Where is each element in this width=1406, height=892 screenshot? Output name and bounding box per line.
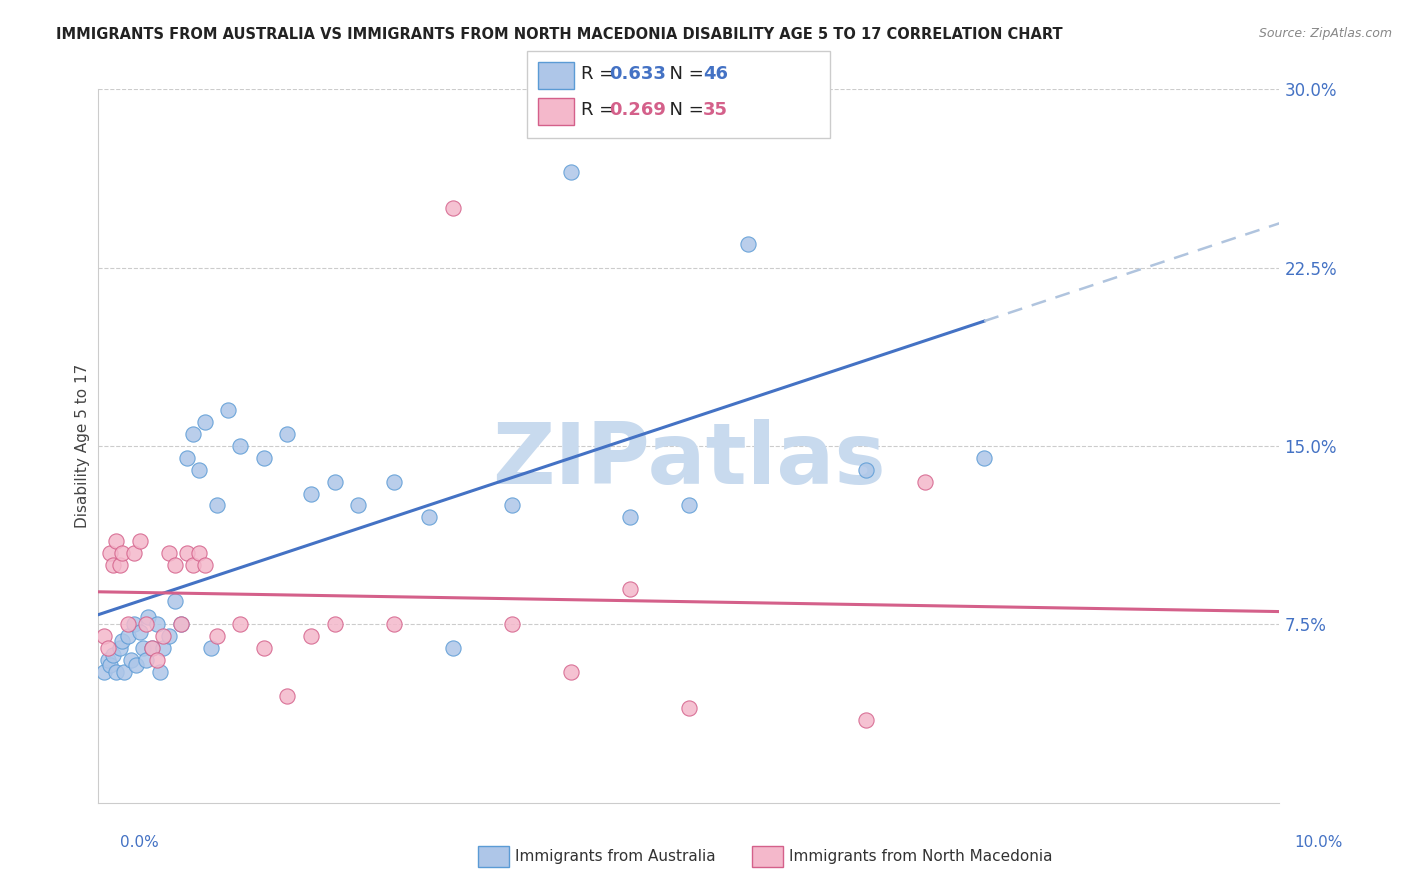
Point (146, 617, 169, 632)
Point (93, 665, 115, 679)
Point (152, 629, 174, 643)
Text: 46: 46 (703, 65, 728, 83)
Point (187, 546, 209, 560)
Point (98, 546, 121, 560)
Point (560, 665, 582, 679)
Text: 0.0%: 0.0% (120, 836, 159, 850)
Point (108, 558, 131, 572)
Point (97, 653, 120, 667)
Text: N =: N = (658, 101, 710, 119)
Point (135, 653, 157, 667)
Point (914, 475, 936, 489)
Text: Source: ZipAtlas.com: Source: ZipAtlas.com (1258, 27, 1392, 40)
Point (678, 499, 700, 513)
Point (117, 617, 139, 632)
Point (855, 713, 877, 727)
Point (323, 475, 346, 489)
Point (128, 534, 150, 549)
Point (105, 665, 128, 679)
Point (105, 534, 128, 549)
Text: 0.269: 0.269 (609, 101, 665, 119)
Point (678, 700, 700, 714)
Point (98, 657, 121, 672)
Y-axis label: Disability Age 5 to 17: Disability Age 5 to 17 (75, 364, 90, 528)
Point (619, 582, 641, 596)
Point (101, 558, 124, 572)
Point (93, 629, 115, 643)
Point (855, 463, 877, 477)
Point (217, 403, 239, 417)
Point (181, 558, 204, 572)
Point (121, 653, 143, 667)
Point (141, 641, 163, 656)
Point (165, 558, 187, 572)
Text: N =: N = (658, 65, 710, 83)
Point (441, 201, 464, 215)
Point (973, 450, 995, 465)
Point (146, 653, 169, 667)
Point (276, 427, 298, 442)
Point (205, 629, 228, 643)
Point (737, 236, 759, 251)
Text: 35: 35 (703, 101, 728, 119)
Point (229, 617, 252, 632)
Text: 10.0%: 10.0% (1295, 836, 1343, 850)
Point (136, 610, 159, 624)
Point (149, 665, 172, 679)
Text: R =: R = (581, 65, 620, 83)
Point (122, 546, 145, 560)
Point (299, 486, 322, 500)
Point (165, 593, 187, 607)
Text: R =: R = (581, 101, 620, 119)
Point (205, 499, 228, 513)
Point (276, 689, 298, 703)
Text: ZIPatlas: ZIPatlas (492, 418, 886, 502)
Point (170, 617, 193, 632)
Point (441, 641, 464, 656)
Point (229, 439, 252, 453)
Point (122, 617, 145, 632)
Point (157, 546, 180, 560)
Text: 0.633: 0.633 (609, 65, 665, 83)
Point (253, 641, 276, 656)
Point (382, 475, 405, 489)
Point (132, 641, 155, 656)
Point (176, 450, 198, 465)
Text: Immigrants from Australia: Immigrants from Australia (515, 849, 716, 863)
Point (299, 629, 322, 643)
Point (141, 641, 163, 656)
Point (194, 415, 217, 429)
Point (560, 165, 582, 179)
Point (135, 617, 157, 632)
Point (181, 427, 204, 442)
Point (187, 463, 209, 477)
Point (157, 629, 180, 643)
Point (111, 634, 134, 648)
Point (101, 648, 124, 663)
Point (152, 641, 174, 656)
Point (176, 546, 198, 560)
Point (619, 510, 641, 524)
Point (194, 558, 217, 572)
Point (347, 499, 370, 513)
Point (170, 617, 193, 632)
Point (97, 641, 120, 656)
Point (112, 665, 135, 679)
Point (108, 641, 131, 656)
Point (253, 450, 276, 465)
Point (117, 629, 139, 643)
Text: Immigrants from North Macedonia: Immigrants from North Macedonia (789, 849, 1052, 863)
Point (128, 624, 150, 639)
Point (382, 617, 405, 632)
Point (111, 546, 134, 560)
Point (200, 641, 222, 656)
Text: IMMIGRANTS FROM AUSTRALIA VS IMMIGRANTS FROM NORTH MACEDONIA DISABILITY AGE 5 TO: IMMIGRANTS FROM AUSTRALIA VS IMMIGRANTS … (56, 27, 1063, 42)
Point (323, 617, 346, 632)
Point (501, 499, 523, 513)
Point (501, 617, 523, 632)
Point (418, 510, 440, 524)
Point (125, 657, 148, 672)
